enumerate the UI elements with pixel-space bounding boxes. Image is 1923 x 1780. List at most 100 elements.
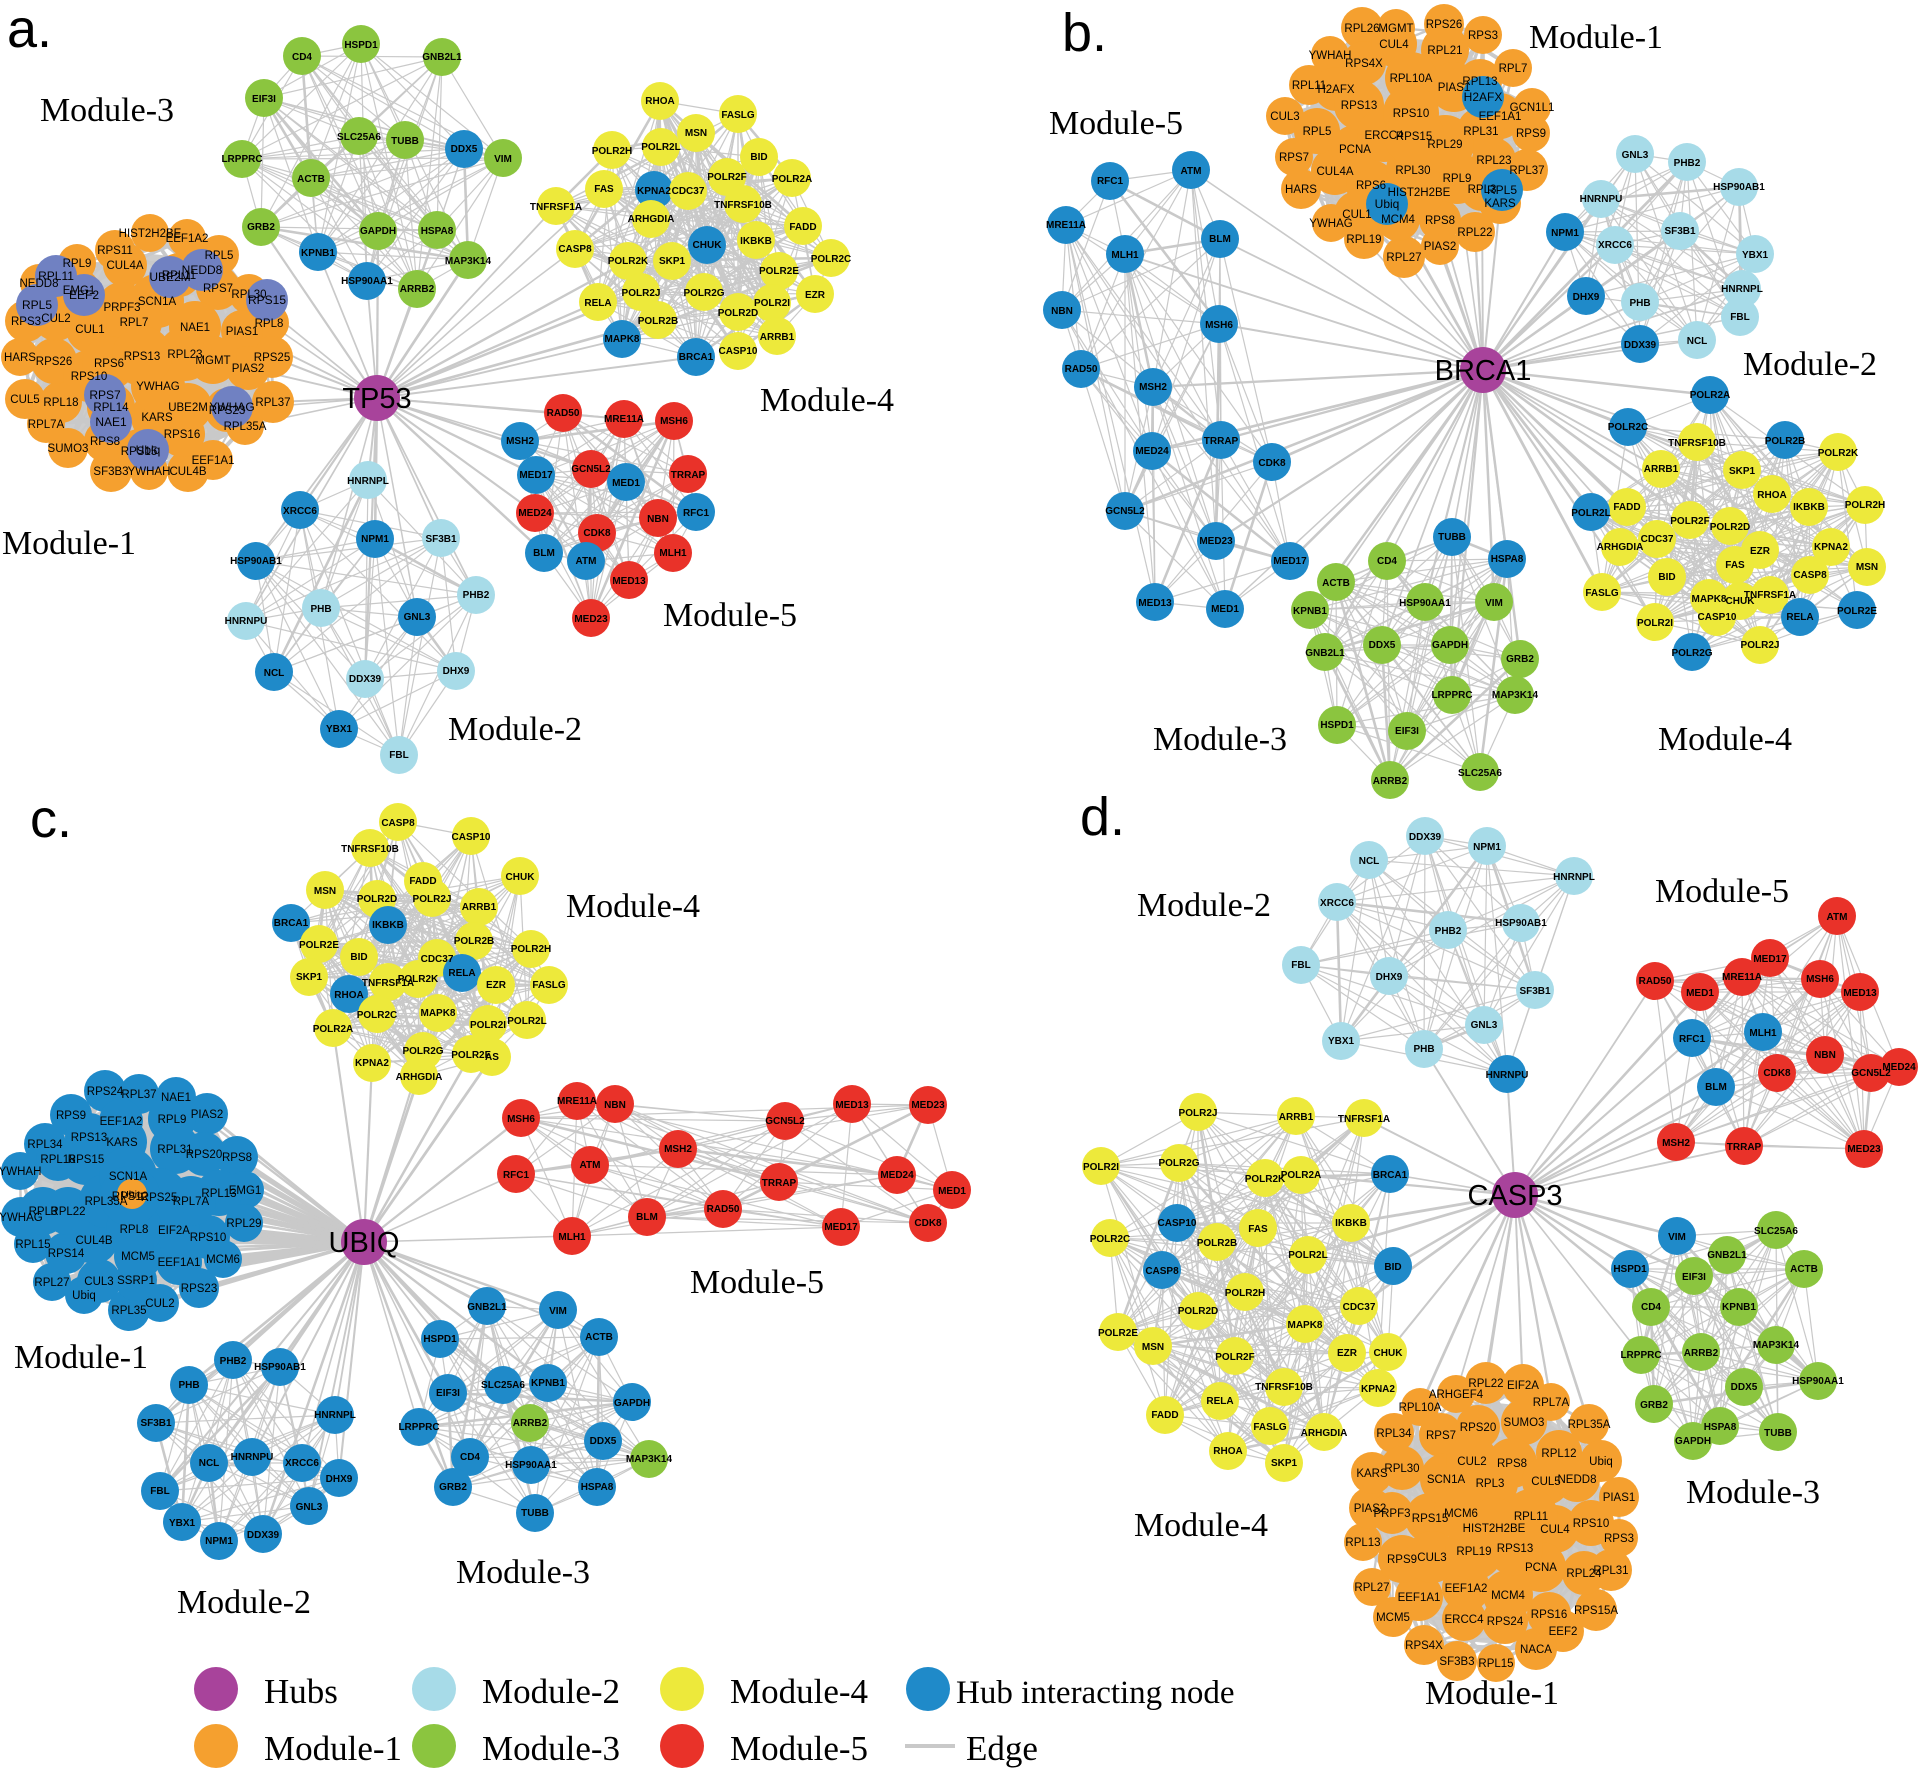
svg-text:ACTB: ACTB — [1790, 1264, 1818, 1275]
svg-text:POLR2L: POLR2L — [641, 142, 680, 153]
svg-text:RPL11: RPL11 — [1514, 1511, 1548, 1523]
svg-text:MSN: MSN — [314, 886, 336, 897]
svg-text:PHB: PHB — [1413, 1044, 1434, 1055]
svg-text:POLR2B: POLR2B — [1765, 436, 1806, 447]
svg-text:RAD50: RAD50 — [1639, 976, 1672, 987]
svg-text:RPS10: RPS10 — [1573, 1518, 1609, 1530]
svg-text:GNB2L1: GNB2L1 — [422, 52, 462, 63]
svg-text:RPL37: RPL37 — [1509, 165, 1544, 177]
svg-text:EEF1A2: EEF1A2 — [1445, 1583, 1488, 1595]
svg-text:KPNB1: KPNB1 — [1293, 606, 1327, 617]
svg-text:Ubiq: Ubiq — [72, 1290, 96, 1302]
svg-text:RPS24: RPS24 — [87, 1086, 124, 1098]
svg-text:Module-5: Module-5 — [663, 597, 797, 634]
svg-text:HSP90AA1: HSP90AA1 — [341, 276, 393, 287]
svg-text:MAPK8: MAPK8 — [604, 334, 639, 345]
svg-text:DDX39: DDX39 — [247, 1530, 280, 1541]
svg-text:CDK8: CDK8 — [914, 1218, 942, 1229]
svg-text:TNFRSF10B: TNFRSF10B — [714, 200, 772, 211]
svg-text:KPNB1: KPNB1 — [531, 1378, 565, 1389]
svg-text:SLC25A6: SLC25A6 — [1754, 1226, 1798, 1237]
svg-text:MSH2: MSH2 — [664, 1144, 692, 1155]
svg-text:GAPDH: GAPDH — [360, 226, 396, 237]
svg-text:RPS13: RPS13 — [1341, 100, 1377, 112]
svg-text:RPL15: RPL15 — [15, 1239, 50, 1251]
svg-text:TUBB: TUBB — [521, 1508, 549, 1519]
svg-text:Module-2: Module-2 — [482, 1672, 620, 1711]
svg-text:TNFRSF10B: TNFRSF10B — [341, 844, 399, 855]
svg-text:TUBB: TUBB — [391, 136, 419, 147]
svg-text:POLR2J: POLR2J — [622, 288, 661, 299]
svg-text:TNFRSF1A: TNFRSF1A — [1744, 590, 1796, 601]
svg-text:RPS6: RPS6 — [94, 358, 124, 370]
svg-text:CUL4: CUL4 — [1379, 39, 1409, 51]
svg-text:PIAS1: PIAS1 — [226, 326, 259, 338]
svg-text:FASLG: FASLG — [721, 110, 755, 121]
svg-text:GNL3: GNL3 — [1622, 150, 1649, 161]
svg-text:YBX1: YBX1 — [169, 1518, 196, 1529]
svg-text:RPL9: RPL9 — [158, 1114, 187, 1126]
svg-text:MLH1: MLH1 — [1111, 250, 1139, 261]
svg-text:VIM: VIM — [1485, 598, 1503, 609]
svg-text:MSN: MSN — [1142, 1342, 1164, 1353]
svg-text:RPL30: RPL30 — [1395, 165, 1430, 177]
svg-text:RPS9: RPS9 — [1516, 128, 1546, 140]
svg-text:IKBKB: IKBKB — [1793, 502, 1825, 513]
svg-text:EEF2: EEF2 — [1549, 1626, 1578, 1638]
svg-text:RPL7A: RPL7A — [1533, 1397, 1570, 1409]
svg-text:RPL27: RPL27 — [34, 1277, 69, 1289]
svg-text:HARS: HARS — [1285, 184, 1317, 196]
svg-text:H2AFX: H2AFX — [1317, 84, 1354, 96]
svg-text:CUL4A: CUL4A — [1316, 166, 1353, 178]
svg-text:HNRNPU: HNRNPU — [225, 616, 268, 627]
svg-text:EEF1A1: EEF1A1 — [158, 1257, 201, 1269]
svg-text:H2AFX: H2AFX — [1464, 90, 1503, 104]
svg-text:MED17: MED17 — [824, 1222, 858, 1233]
svg-text:POLR2G: POLR2G — [683, 288, 724, 299]
svg-text:NBN: NBN — [1051, 306, 1073, 317]
svg-text:POLR2B: POLR2B — [638, 316, 679, 327]
svg-text:GNB2L1: GNB2L1 — [467, 1302, 507, 1313]
svg-text:SF3B1: SF3B1 — [1519, 986, 1551, 997]
svg-text:MCM6: MCM6 — [1444, 1508, 1478, 1520]
svg-text:YBX1: YBX1 — [1328, 1036, 1355, 1047]
svg-text:NCL: NCL — [1359, 856, 1380, 867]
svg-text:Ubiq: Ubiq — [121, 1189, 143, 1201]
svg-text:SKP1: SKP1 — [659, 256, 686, 267]
svg-text:PIAS2: PIAS2 — [1424, 241, 1457, 253]
svg-text:ARRB2: ARRB2 — [1684, 1348, 1719, 1359]
svg-text:DHX9: DHX9 — [1573, 292, 1600, 303]
svg-text:POLR2H: POLR2H — [1845, 500, 1886, 511]
svg-text:c.: c. — [30, 789, 72, 849]
svg-text:MED13: MED13 — [612, 576, 646, 587]
svg-text:CASP10: CASP10 — [1698, 612, 1737, 623]
svg-text:BID: BID — [1384, 1262, 1401, 1273]
svg-text:Module-2: Module-2 — [1137, 887, 1271, 924]
svg-text:MAPK8: MAPK8 — [1287, 1320, 1322, 1331]
svg-text:POLR2A: POLR2A — [772, 174, 813, 185]
svg-text:a.: a. — [7, 0, 52, 59]
svg-text:RPS7: RPS7 — [1426, 1430, 1456, 1442]
svg-text:RPL37: RPL37 — [121, 1089, 156, 1101]
svg-text:PHB2: PHB2 — [1674, 158, 1701, 169]
svg-text:b.: b. — [1062, 3, 1107, 63]
svg-text:CASP10: CASP10 — [1158, 1218, 1197, 1229]
svg-text:POLR2F: POLR2F — [1215, 1352, 1254, 1363]
svg-text:POLR2I: POLR2I — [754, 298, 790, 309]
svg-text:HNRNPL: HNRNPL — [1721, 284, 1763, 295]
svg-text:RPS3: RPS3 — [1468, 30, 1498, 42]
svg-text:GAPDH: GAPDH — [1432, 640, 1468, 651]
svg-text:SLC25A6: SLC25A6 — [337, 132, 381, 143]
svg-text:ARRB1: ARRB1 — [1644, 464, 1679, 475]
svg-text:CHUK: CHUK — [693, 240, 723, 251]
svg-text:NCL: NCL — [264, 668, 285, 679]
svg-text:MCM5: MCM5 — [121, 1251, 155, 1263]
svg-text:SCN1A: SCN1A — [1427, 1474, 1466, 1486]
svg-text:GNL3: GNL3 — [404, 612, 431, 623]
svg-text:RPS15A: RPS15A — [1574, 1605, 1618, 1617]
svg-text:HNRNPL: HNRNPL — [314, 1410, 356, 1421]
svg-text:BRCA1: BRCA1 — [679, 352, 714, 363]
svg-text:MGMT: MGMT — [1378, 23, 1413, 35]
svg-text:DHX9: DHX9 — [443, 666, 470, 677]
svg-text:Module-1: Module-1 — [264, 1729, 402, 1768]
